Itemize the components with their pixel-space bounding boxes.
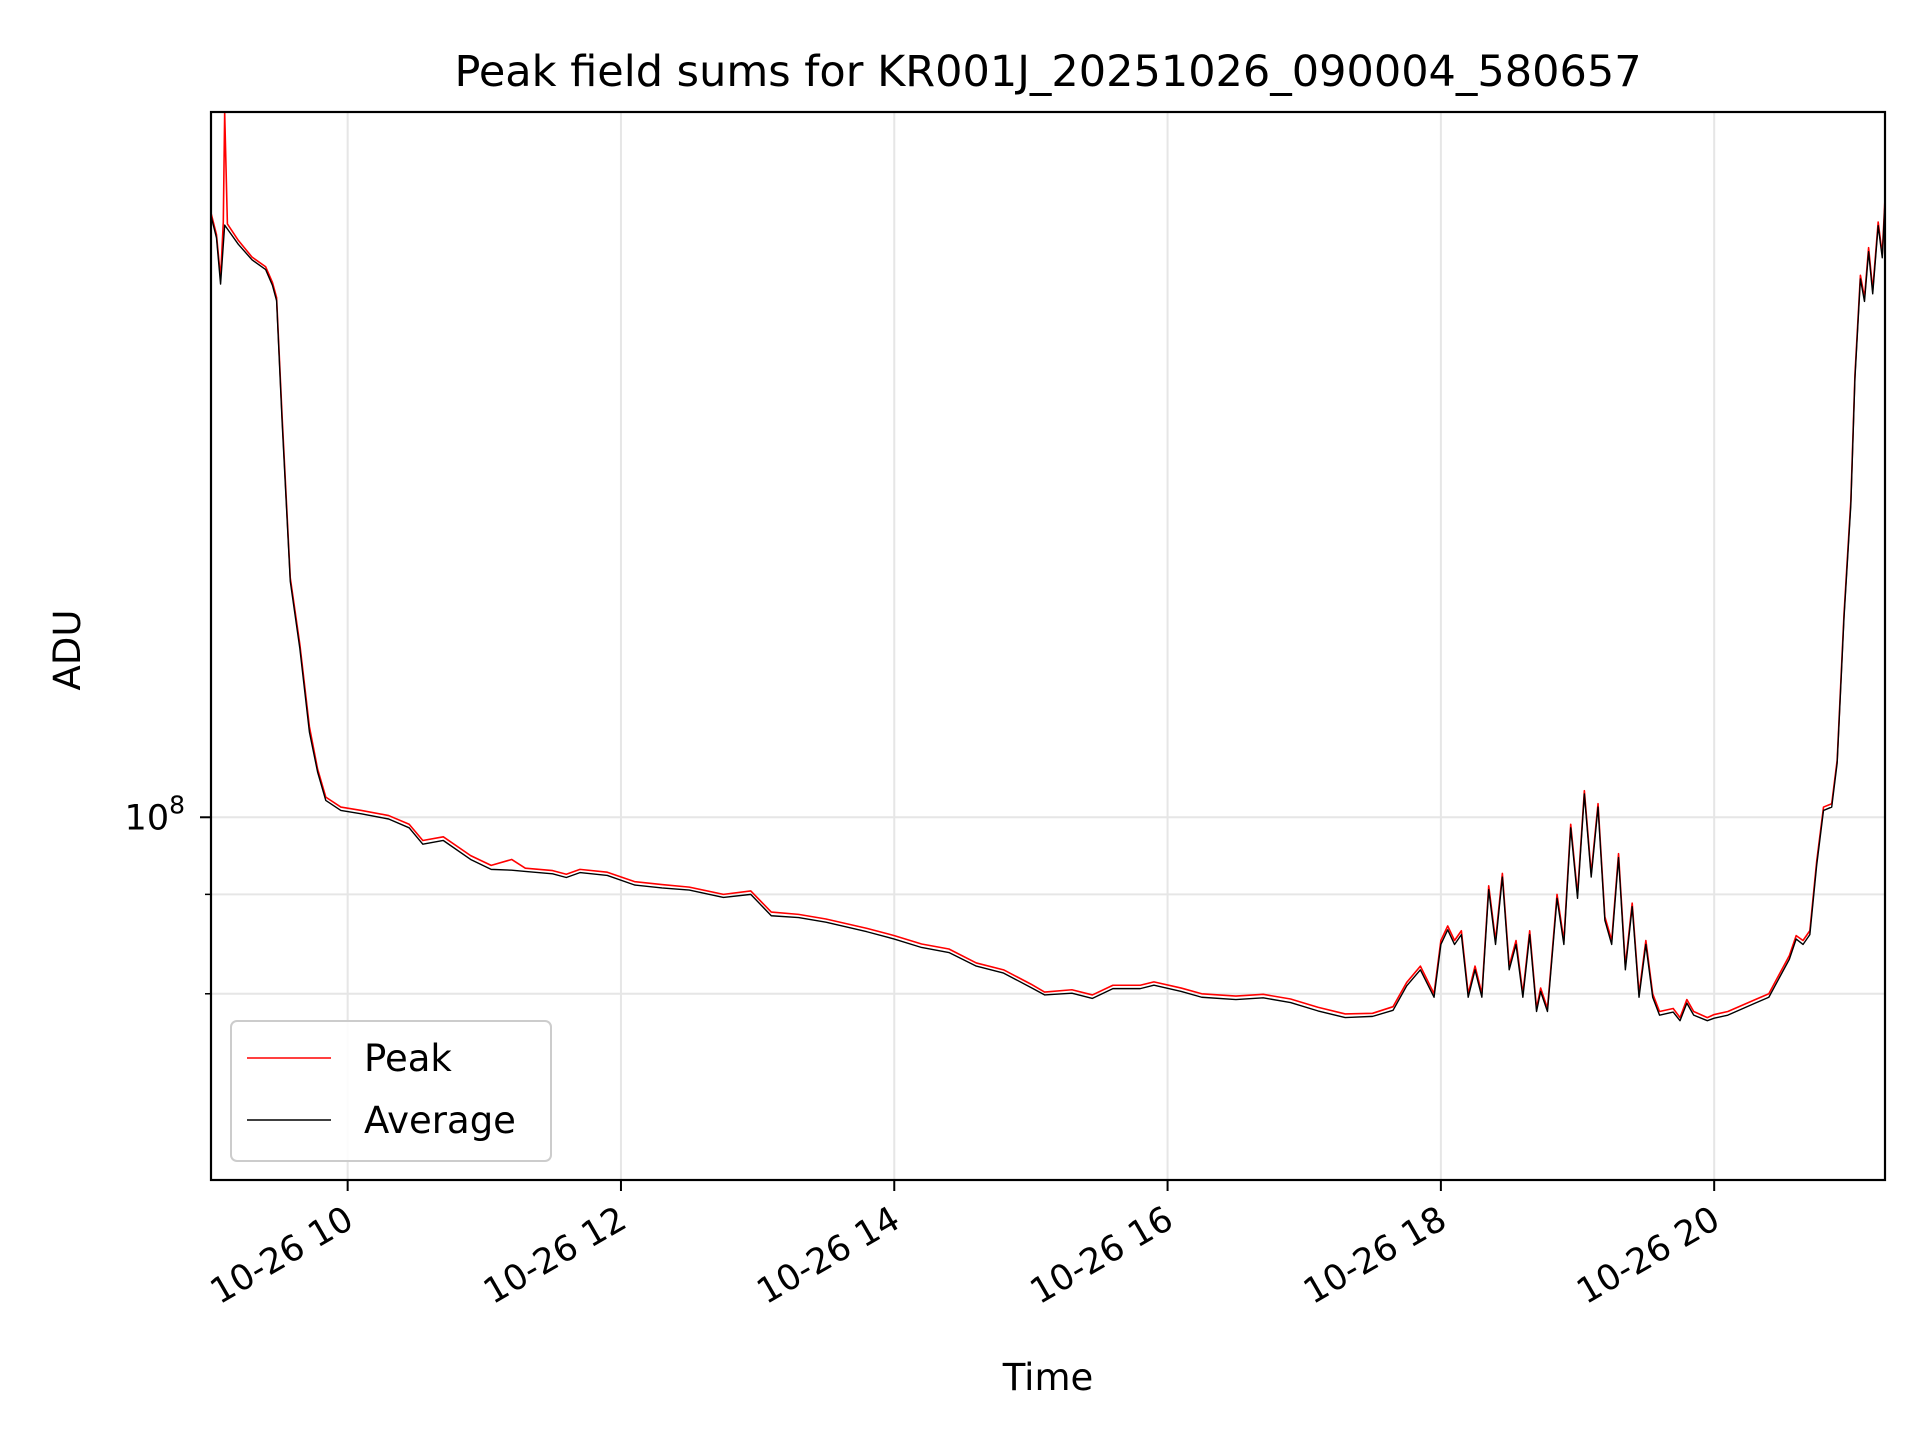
series-lines [211,112,1885,1022]
plot-area-frame [209,110,1887,1182]
x-axis-label: Time [1002,1356,1094,1399]
series-line-peak [211,112,1885,1019]
grid-lines [211,112,1885,1180]
y-tick-label-base: 10 [125,798,170,838]
legend-label-average: Average [364,1099,516,1142]
y-tick-label: 108 [125,790,185,838]
legend: Peak Average [230,1020,552,1162]
legend-label-peak: Peak [364,1037,452,1080]
legend-box [230,1020,552,1162]
y-tick-label-exponent: 8 [169,790,185,819]
y-axis-label: ADU [46,610,89,691]
series-line-average [211,201,1885,1022]
chart-title: Peak field sums for KR001J_20251026_0900… [454,47,1641,97]
